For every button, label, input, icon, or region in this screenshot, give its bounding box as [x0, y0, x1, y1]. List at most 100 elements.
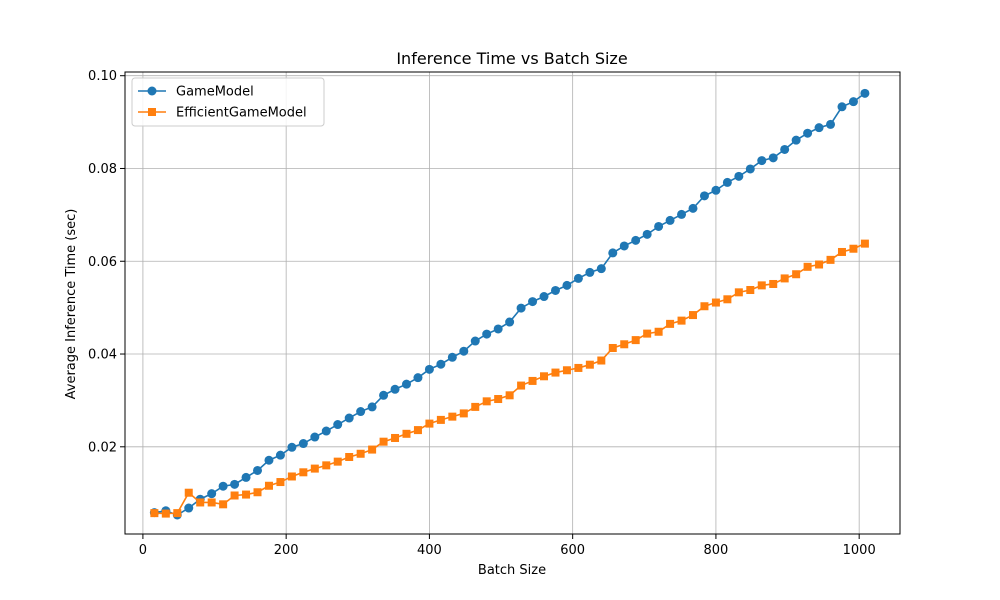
data-point: [482, 397, 491, 406]
data-point: [150, 509, 159, 518]
data-point: [734, 288, 743, 297]
data-point: [597, 356, 606, 365]
data-point: [321, 426, 331, 436]
data-point: [494, 395, 503, 404]
data-point: [643, 329, 652, 338]
data-point: [631, 235, 641, 245]
data-point: [471, 402, 480, 411]
data-point: [769, 279, 778, 288]
data-point: [711, 185, 721, 195]
data-point: [230, 479, 240, 489]
data-point: [390, 384, 400, 394]
data-point: [253, 488, 262, 497]
data-point: [699, 191, 709, 201]
x-tick-label: 400: [417, 543, 442, 558]
data-point: [275, 450, 285, 460]
data-point: [608, 343, 617, 352]
data-point: [837, 247, 846, 256]
data-point: [723, 295, 732, 304]
data-point: [505, 317, 515, 327]
x-tick-label: 800: [704, 543, 729, 558]
y-tick-label: 0.04: [88, 348, 117, 363]
plot-frame: [124, 71, 901, 535]
data-point: [768, 153, 778, 163]
data-point: [505, 391, 514, 400]
data-point: [620, 340, 629, 349]
data-point: [413, 373, 423, 383]
data-point: [757, 156, 767, 166]
data-point: [425, 419, 434, 428]
data-point: [573, 273, 583, 283]
data-point: [287, 472, 296, 481]
data-point: [310, 464, 319, 473]
data-point: [585, 360, 594, 369]
legend-box: [131, 77, 325, 127]
data-point: [837, 102, 847, 112]
data-point: [379, 390, 389, 400]
grid: [125, 72, 900, 534]
data-point: [379, 437, 388, 446]
axes: 0 200 400 600 800 1000 0.02 0.04 0.06 0.08 0.10: [88, 69, 901, 558]
data-point: [287, 442, 297, 452]
x-tick-label: 1000: [843, 543, 876, 558]
x-axis-label: Batch Size: [478, 563, 546, 578]
data-point: [173, 509, 182, 518]
data-point: [298, 439, 308, 449]
data-point: [356, 407, 366, 417]
data-point: [780, 274, 789, 283]
data-point: [207, 498, 216, 507]
data-point: [803, 128, 813, 138]
x-tick-label: 600: [560, 543, 585, 558]
data-point: [459, 409, 468, 418]
legend-label: EfficientGameModel: [176, 106, 307, 121]
data-point: [264, 481, 273, 490]
data-point: [815, 260, 824, 269]
data-point: [792, 270, 801, 279]
data-point: [608, 248, 618, 258]
data-point: [219, 500, 228, 509]
data-point: [241, 472, 251, 482]
data-point: [574, 363, 583, 372]
data-point: [276, 478, 285, 487]
data-point: [184, 488, 193, 497]
data-point: [242, 490, 251, 499]
data-point: [207, 489, 217, 499]
data-point: [310, 432, 320, 442]
legend-label: GameModel: [176, 85, 254, 100]
y-tick-label: 0.06: [88, 255, 117, 270]
data-point: [368, 445, 377, 454]
data-point: [677, 209, 687, 219]
x-tick-label: 200: [274, 543, 299, 558]
data-point: [642, 229, 652, 239]
data-point: [401, 379, 411, 389]
data-point: [688, 203, 698, 213]
data-point: [619, 241, 629, 251]
data-point: [516, 303, 526, 313]
data-point: [688, 311, 697, 320]
data-point: [734, 171, 744, 181]
data-point: [459, 346, 469, 356]
data-point: [860, 88, 870, 98]
data-point: [860, 239, 869, 248]
data-point: [631, 336, 640, 345]
legend-marker: [148, 108, 156, 116]
data-point: [596, 264, 606, 274]
data-point: [299, 468, 308, 477]
data-point: [391, 433, 400, 442]
data-point: [722, 177, 732, 187]
y-axis-label: Average Inference Time (sec): [64, 209, 79, 400]
data-point: [711, 298, 720, 307]
data-point: [264, 455, 274, 465]
data-point: [539, 292, 549, 302]
y-tick-label: 0.10: [88, 69, 117, 84]
data-point: [482, 329, 492, 339]
data-point: [550, 285, 560, 295]
data-point: [413, 426, 422, 435]
data-point: [665, 215, 675, 225]
data-point: [322, 461, 331, 470]
data-point: [436, 359, 446, 369]
data-point: [528, 376, 537, 385]
data-point: [666, 319, 675, 328]
chart-title: Inference Time vs Batch Size: [396, 49, 627, 68]
